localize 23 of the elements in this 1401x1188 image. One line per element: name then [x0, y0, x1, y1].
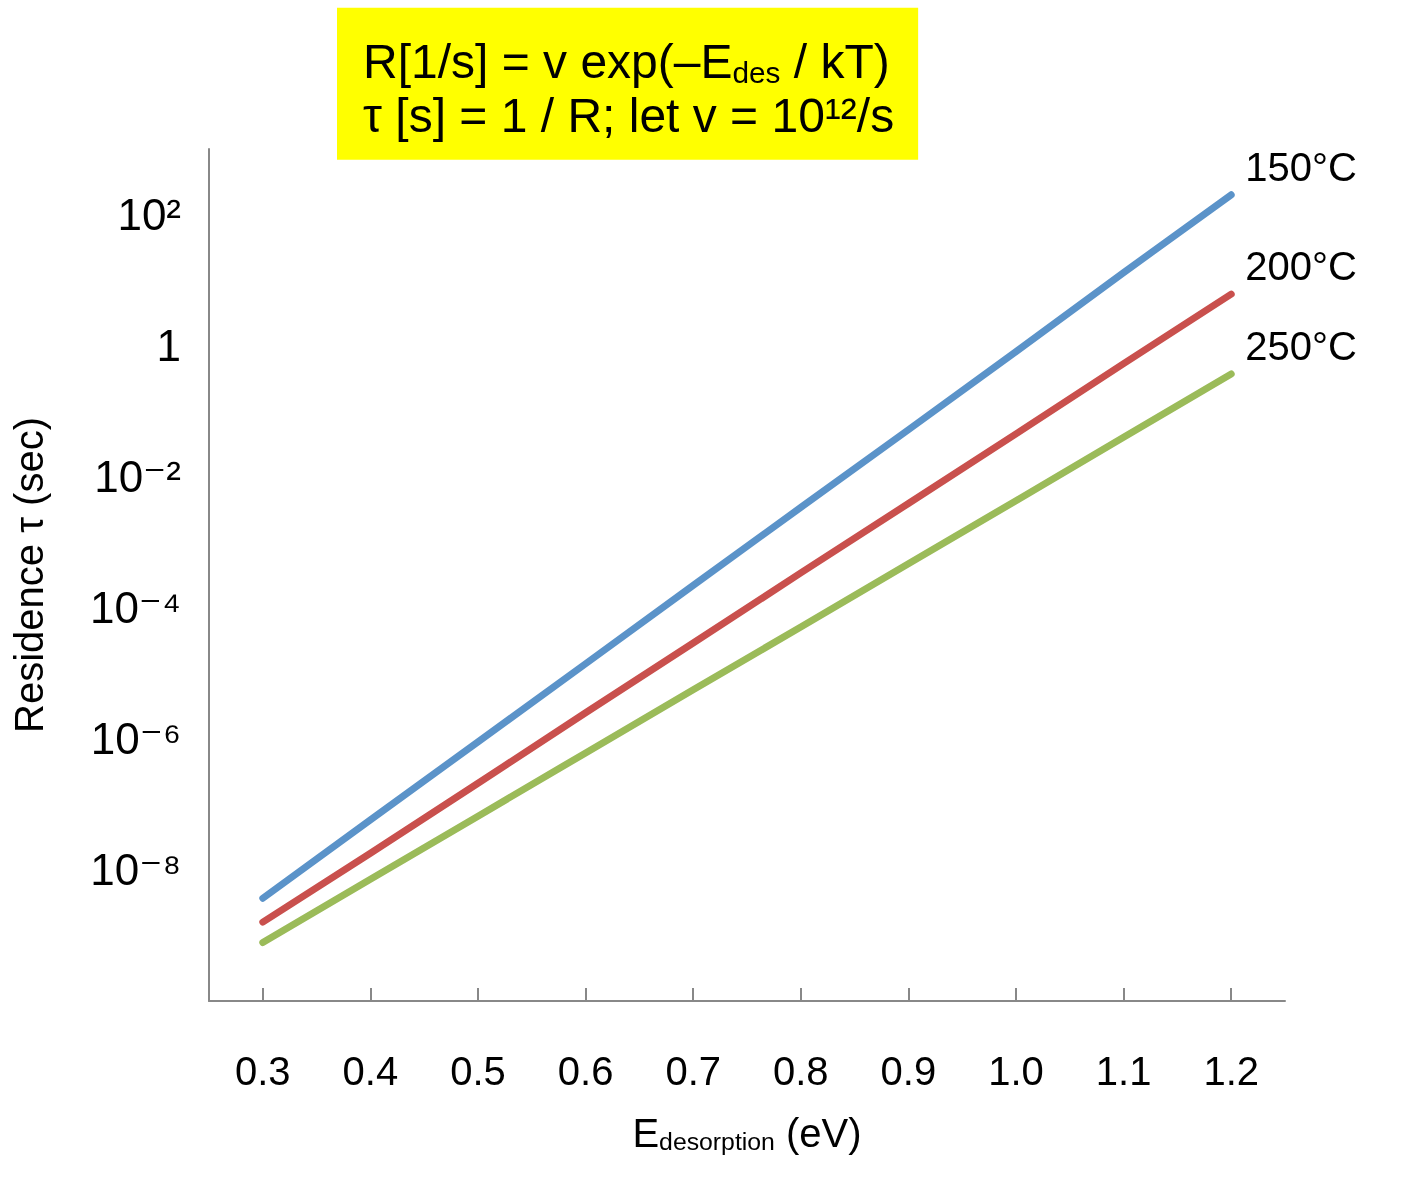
- x-tick-label: 0.7: [665, 1049, 721, 1093]
- y-tick-label: 10⁻²: [94, 452, 181, 502]
- x-tick-label: 0.9: [880, 1049, 937, 1093]
- x-tick-label: 0.6: [557, 1049, 614, 1093]
- y-tick-label: 1: [156, 321, 181, 371]
- x-tick-label: 0.5: [450, 1049, 506, 1093]
- series-label: 150°C: [1245, 144, 1357, 189]
- x-axis-title: Edesorption (eV): [632, 1110, 862, 1155]
- chart-subtitle: τ [s] = 1 / R; let v = 10¹²/s: [363, 89, 895, 143]
- series-label: 250°C: [1245, 323, 1357, 368]
- y-tick-label: 10⁻⁶: [90, 714, 181, 764]
- x-tick-label: 0.4: [342, 1049, 399, 1093]
- chart-title: R[1/s] = v exp(–Edes / kT): [363, 35, 890, 90]
- series-label: 200°C: [1245, 244, 1357, 289]
- x-tick-label: 0.3: [235, 1049, 291, 1093]
- y-tick-label: 10²: [117, 190, 181, 240]
- x-tick-label: 0.8: [773, 1049, 829, 1093]
- y-axis-title: Residence τ (sec): [7, 417, 51, 733]
- x-tick-label: 1.2: [1203, 1049, 1259, 1093]
- x-tick-label: 1.0: [988, 1049, 1044, 1093]
- y-tick-label: 10⁻⁸: [90, 845, 181, 895]
- y-tick-label: 10⁻⁴: [89, 583, 181, 633]
- x-tick-label: 1.1: [1095, 1049, 1152, 1093]
